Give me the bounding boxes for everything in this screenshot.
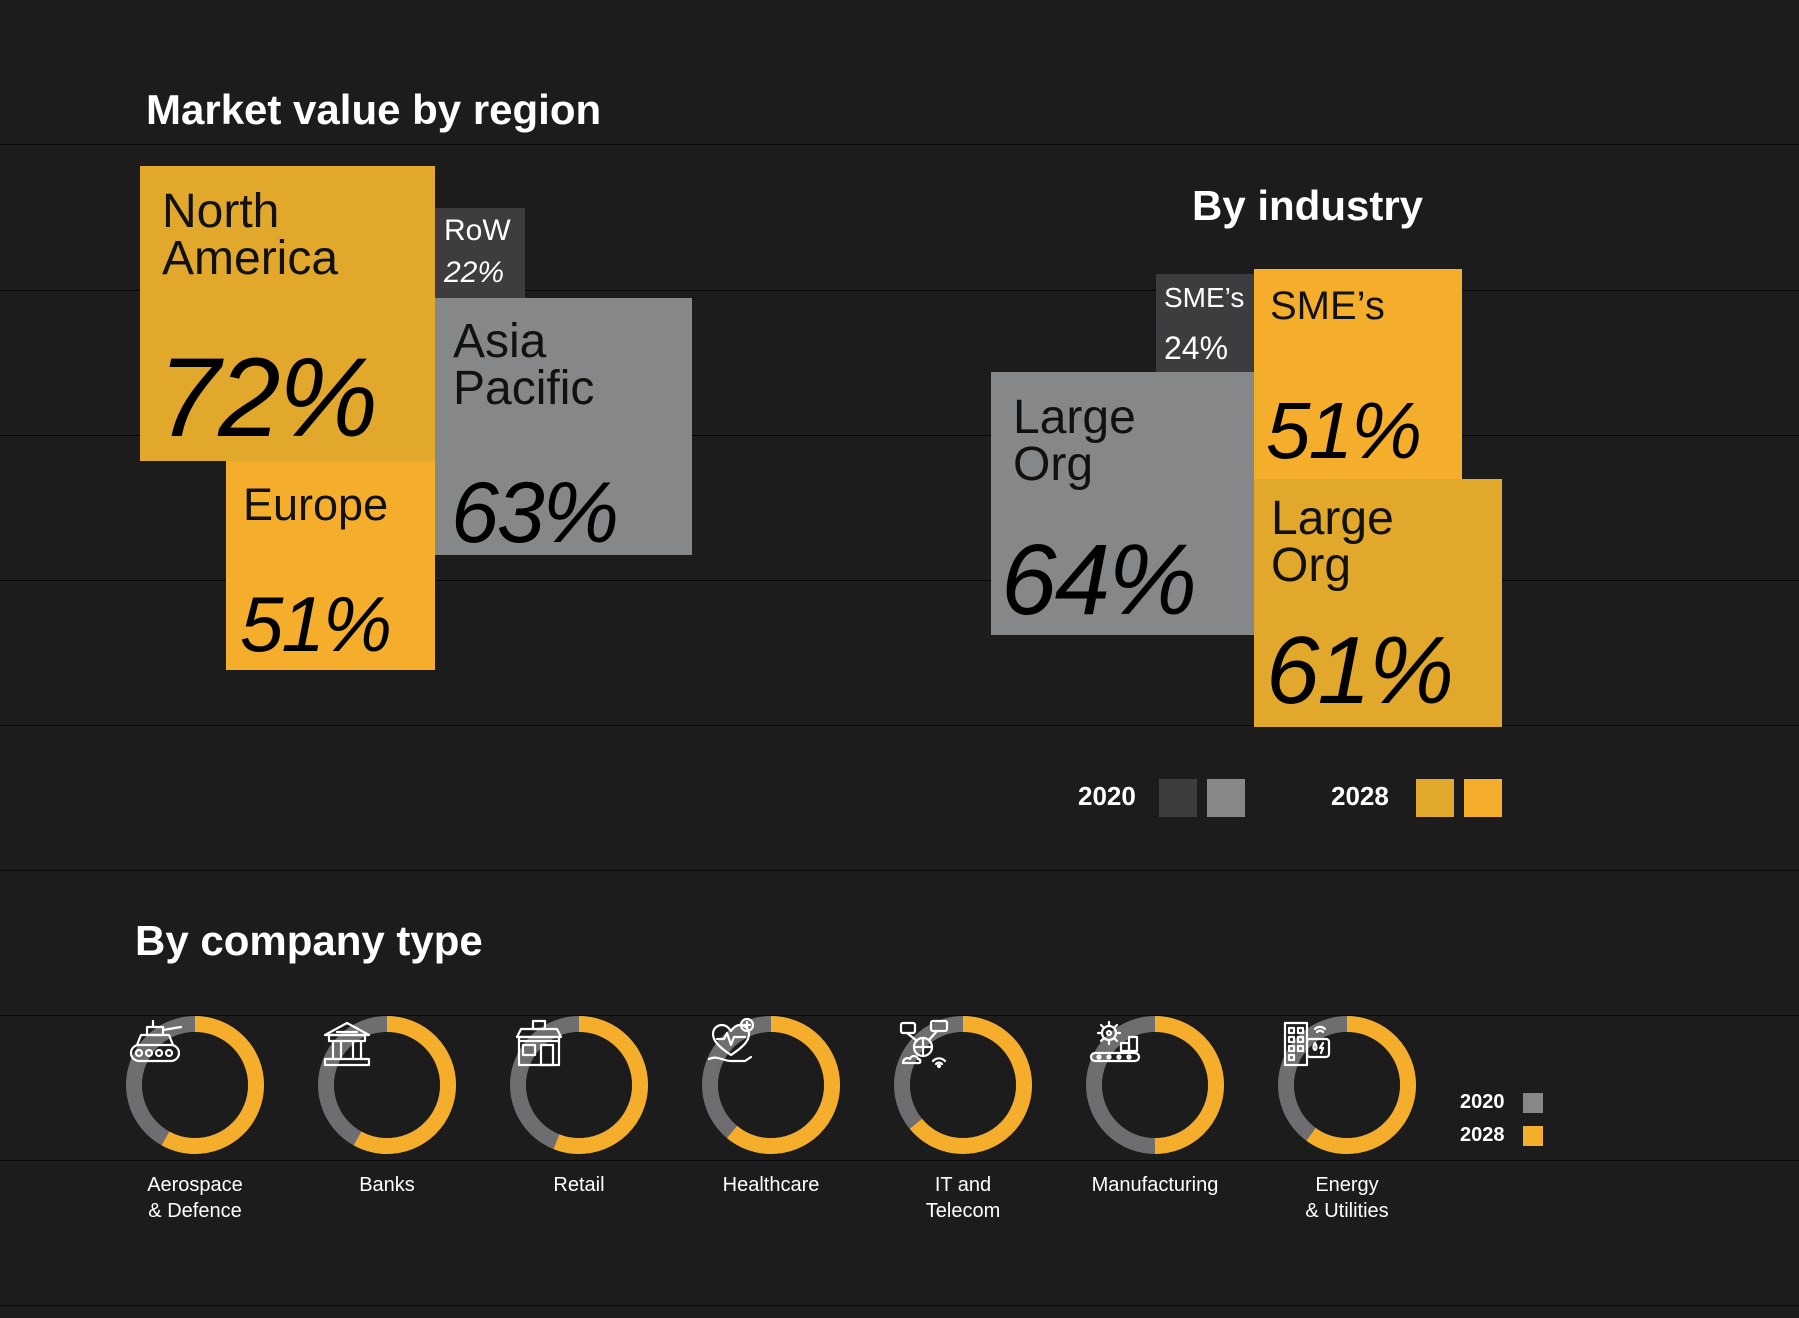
- large-org-2020-label: Large Org: [1013, 391, 1136, 492]
- company-type-label: Energy & Utilities: [1305, 1174, 1389, 1222]
- shop-icon: [515, 1019, 563, 1067]
- donut-legend-2020-swatch: [1523, 1093, 1543, 1113]
- large-org-2020-value: 64%: [1001, 524, 1197, 636]
- donut-segment-2028: [702, 1016, 840, 1154]
- sme-2028-block: SME’s 51%: [1254, 269, 1462, 479]
- donut-3: [509, 1015, 649, 1155]
- divider: [0, 870, 1799, 871]
- healthcare-icon: [707, 1017, 755, 1063]
- north-america-label: North America: [162, 185, 339, 286]
- bank-icon: [323, 1021, 371, 1067]
- legend-2028-swatch-dark: [1416, 779, 1454, 817]
- donut-chart: [126, 1016, 264, 1154]
- large-org-2028-value: 61%: [1266, 617, 1454, 724]
- donut-5: [893, 1015, 1033, 1155]
- donut-segment-2028: [126, 1016, 264, 1154]
- legend-2028-swatch-light: [1464, 779, 1502, 817]
- sme-2028-label: SME’s: [1270, 284, 1385, 328]
- sme-2020-block: SME’s 24%: [1156, 274, 1254, 372]
- industry-title: By industry: [1192, 182, 1424, 229]
- europe-value: 51%: [240, 580, 392, 668]
- divider: [0, 580, 1799, 581]
- energy-building-icon: [1283, 1021, 1331, 1067]
- divider: [0, 1305, 1799, 1306]
- divider: [0, 1015, 1799, 1016]
- divider: [0, 1160, 1799, 1161]
- legend-2020-swatch-light: [1207, 779, 1245, 817]
- donut-segment-2028: [318, 1016, 456, 1154]
- legend-2028-label: 2028: [1331, 781, 1389, 811]
- company-type-label: Banks: [359, 1174, 415, 1196]
- company-type-label: Healthcare: [722, 1174, 820, 1196]
- large-org-2028-block: Large Org 61%: [1254, 479, 1502, 727]
- europe-block: Europe 51%: [226, 461, 435, 670]
- region-title: Market value by region: [146, 86, 602, 133]
- large-org-2028-label: Large Org: [1271, 492, 1394, 593]
- legend-2020-label: 2020: [1078, 781, 1136, 811]
- divider: [0, 144, 1799, 145]
- sme-2028-value: 51%: [1266, 386, 1422, 475]
- donut-6: [1085, 1015, 1225, 1155]
- donut-7: [1277, 1015, 1417, 1155]
- row-block: RoW 22%: [435, 208, 525, 298]
- legend-2020-swatch-dark: [1159, 779, 1197, 817]
- manufacturing-icon: [1089, 1020, 1141, 1063]
- donut-chart: [702, 1016, 840, 1154]
- row-label: RoW: [444, 214, 511, 247]
- tank-icon: [129, 1019, 183, 1063]
- it-telecom-icon: [899, 1019, 949, 1069]
- donut-2: [317, 1015, 457, 1155]
- asia-pacific-label: Asia Pacific: [453, 315, 595, 416]
- donut-segment-2028: [1278, 1016, 1416, 1154]
- divider: [0, 435, 1799, 436]
- donut-1: [125, 1015, 265, 1155]
- donut-chart: [1278, 1016, 1416, 1154]
- europe-label: Europe: [243, 479, 389, 530]
- donut-legend-2028-swatch: [1523, 1126, 1543, 1146]
- north-america-value: 72%: [158, 335, 378, 460]
- large-org-2020-block: Large Org 64%: [991, 372, 1254, 635]
- donut-segment-2028: [510, 1016, 648, 1154]
- asia-pacific-block: Asia Pacific 63%: [435, 298, 692, 561]
- company-type-label: IT and Telecom: [925, 1174, 1001, 1222]
- company-type-label: Retail: [553, 1174, 605, 1196]
- sme-2020-label: SME’s: [1164, 282, 1245, 313]
- divider: [0, 290, 1799, 291]
- north-america-block: North America 72%: [140, 166, 435, 461]
- donut-segment-2028: [1086, 1016, 1224, 1154]
- donut-legend-2020-label: 2020: [1460, 1091, 1505, 1113]
- company-type-label: Manufacturing: [1091, 1174, 1219, 1196]
- divider: [0, 725, 1799, 726]
- sme-2020-value: 24%: [1164, 330, 1229, 366]
- donut-legend-2028-label: 2028: [1460, 1124, 1505, 1146]
- row-value: 22%: [444, 256, 505, 289]
- donut-segment-2028: [894, 1016, 1032, 1154]
- asia-pacific-value: 63%: [451, 465, 619, 561]
- company-type-label: Aerospace & Defence: [147, 1174, 243, 1222]
- company-title: By company type: [135, 917, 483, 964]
- donut-4: [701, 1015, 841, 1155]
